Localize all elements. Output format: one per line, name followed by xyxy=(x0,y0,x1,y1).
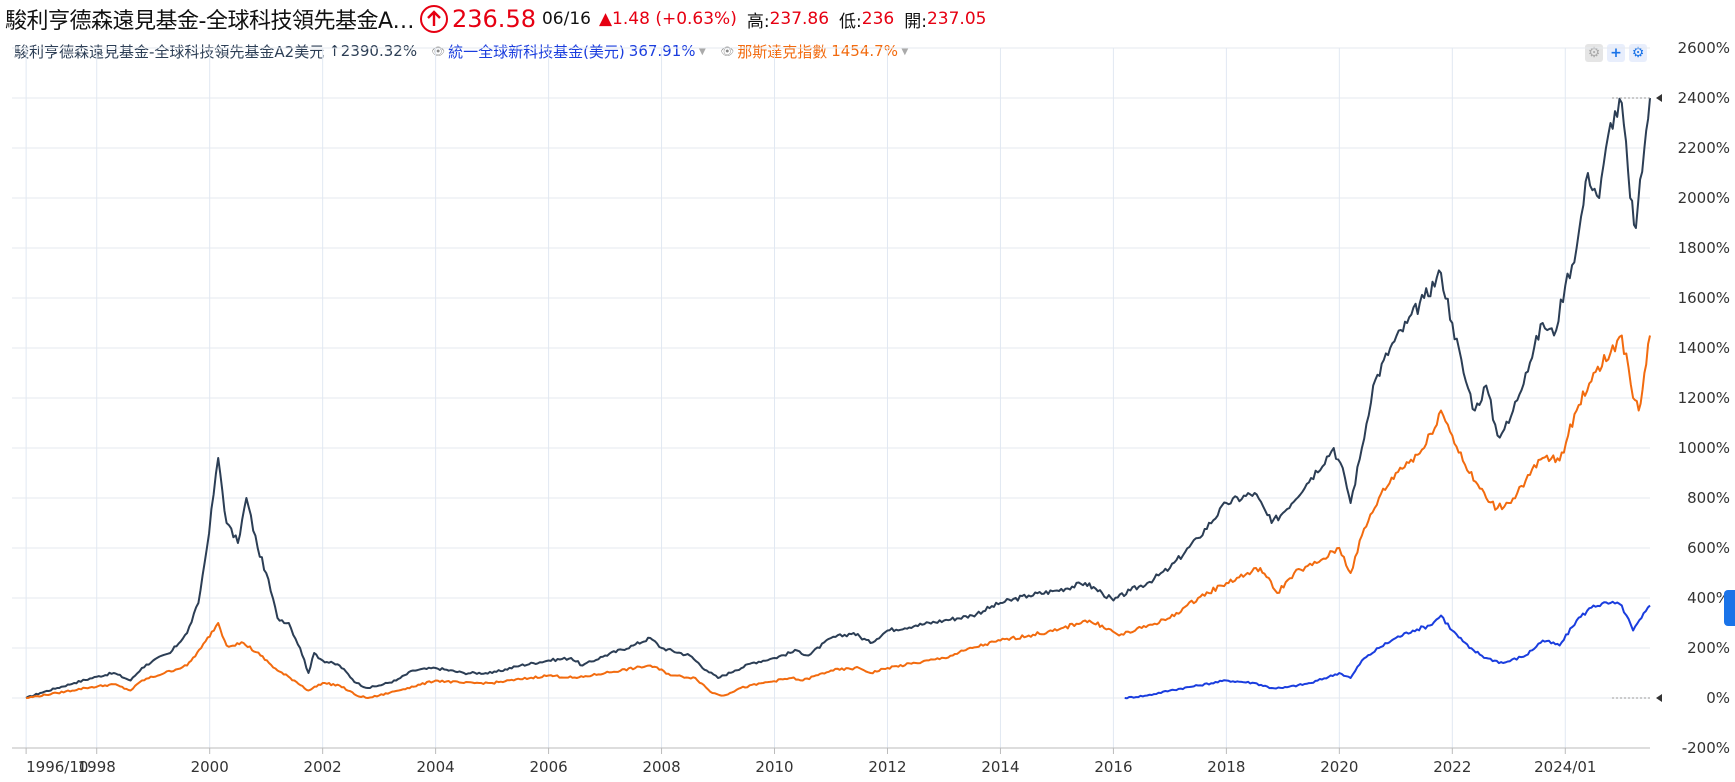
x-tick-label: 2018 xyxy=(1207,758,1245,776)
chevron-down-icon[interactable]: ▼ xyxy=(900,45,909,57)
open-value: 237.05 xyxy=(926,9,987,29)
up-arrow-icon-glyph xyxy=(427,10,441,26)
series-line xyxy=(25,97,1651,699)
legend-value: ↑2390.32% xyxy=(328,42,418,60)
y-tick-label: 400% xyxy=(1687,589,1730,607)
fund-title: 駿利亨德森遠見基金-全球科技領先基金A… xyxy=(5,9,415,34)
legend-value: 367.91% xyxy=(628,42,696,60)
last-value-marker xyxy=(1656,94,1662,102)
x-tick-label: 2014 xyxy=(981,758,1019,776)
x-tick-label: 2016 xyxy=(1094,758,1132,776)
high-value: 237.86 xyxy=(769,9,830,29)
price-change: ▲1.48 (+0.63%) xyxy=(598,9,737,29)
y-tick-label: 2200% xyxy=(1678,139,1730,157)
y-tick-label: 800% xyxy=(1687,489,1730,507)
x-tick-label: 2010 xyxy=(755,758,793,776)
series-line xyxy=(1124,600,1651,700)
quote-date: 06/16 xyxy=(541,9,591,29)
y-tick-label: 0% xyxy=(1706,689,1730,707)
y-tick-label: 200% xyxy=(1687,639,1730,657)
x-tick-label: 1996/10 xyxy=(26,758,88,776)
current-price: 236.58 xyxy=(452,5,536,33)
x-tick-label: 2004 xyxy=(417,758,455,776)
x-tick-label: 2020 xyxy=(1320,758,1358,776)
y-tick-label: -200% xyxy=(1682,739,1730,757)
y-tick-label: 2400% xyxy=(1678,89,1730,107)
zero-marker xyxy=(1656,694,1662,702)
legend-item-main-fund[interactable]: 駿利亨德森遠見基金-全球科技領先基金A2美元 ↑2390.32% xyxy=(14,41,417,62)
x-tick-label: 2000 xyxy=(191,758,229,776)
line-chart: 2600% 2400% 2200% 2000% 1800% 1600% 1400% 1200%… xyxy=(12,39,1730,776)
legend-value: 1454.7% xyxy=(831,42,898,60)
low-value: 236 xyxy=(861,9,895,29)
y-tick-label: 1600% xyxy=(1678,289,1730,307)
up-arrow-icon xyxy=(420,5,448,33)
x-tick-label: 2024/01 xyxy=(1534,758,1596,776)
y-tick-label: 1400% xyxy=(1678,339,1730,357)
low-label: 低: xyxy=(839,11,862,32)
legend-name: 統一全球新科技基金(美元) xyxy=(448,42,625,61)
x-tick-label: 2022 xyxy=(1433,758,1471,776)
legend-item-nasdaq[interactable]: 👁 那斯達克指數 1454.7% ▼ xyxy=(720,41,908,62)
chevron-down-icon[interactable]: ▼ xyxy=(698,45,707,57)
legend: 駿利亨德森遠見基金-全球科技領先基金A2美元 ↑2390.32% 👁 統一全球新… xyxy=(14,40,923,62)
open-label: 開: xyxy=(904,11,927,32)
legend-name: 駿利亨德森遠見基金-全球科技領先基金A2美元 xyxy=(14,42,325,61)
y-tick-label: 1200% xyxy=(1678,389,1730,407)
x-tick-label: 2006 xyxy=(529,758,567,776)
x-tick-label: 2002 xyxy=(304,758,342,776)
series-line xyxy=(26,334,1651,699)
chart-header: 駿利亨德森遠見基金-全球科技領先基金A… 236.58 06/16 ▲1.48 … xyxy=(0,0,1735,38)
y-tick-label: 1000% xyxy=(1678,439,1730,457)
x-tick-label: 1998 xyxy=(78,758,116,776)
legend-name: 那斯達克指數 xyxy=(737,42,828,61)
y-tick-label: 2600% xyxy=(1678,39,1730,57)
x-tick-label: 2012 xyxy=(868,758,906,776)
legend-item-compare-fund[interactable]: 👁 統一全球新科技基金(美元) 367.91% ▼ xyxy=(431,41,706,62)
x-tick-label: 2008 xyxy=(642,758,680,776)
high-label: 高: xyxy=(746,11,770,32)
y-tick-label: 2000% xyxy=(1678,189,1730,207)
side-panel-tab[interactable] xyxy=(1724,590,1735,626)
y-tick-label: 1800% xyxy=(1678,239,1730,257)
y-tick-label: 600% xyxy=(1687,539,1730,557)
